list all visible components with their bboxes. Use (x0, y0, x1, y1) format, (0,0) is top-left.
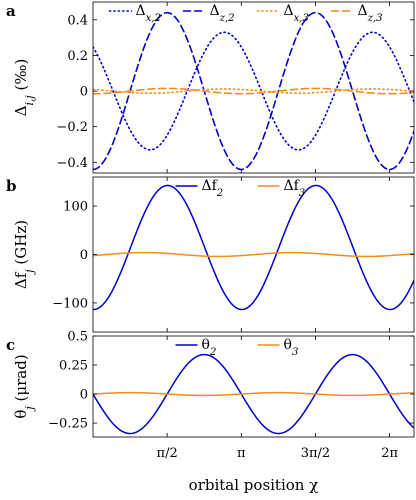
series-line-b-1 (93, 251, 414, 258)
y-tick-label-c-2: 0.25 (59, 359, 88, 374)
x-tick-label-1: π (237, 446, 246, 461)
legend-label-c-0: θ2 (202, 337, 217, 358)
series-line-a-1 (93, 11, 414, 171)
panel-c: −0.25 0 0.25 0.5 π/2 π 3π/2 2π cθj (μrad) orbital… (6, 330, 415, 494)
y-tick-label-a-1: −0.2 (56, 120, 88, 135)
panel-label-a: a (6, 2, 16, 20)
y-tick-label-b-2: 100 (63, 200, 88, 215)
y-tick-label-b-0: −100 (52, 296, 88, 311)
y-tick-label-a-0: −0.4 (56, 156, 88, 171)
y-axis-label-c: θj (μrad) (12, 354, 36, 418)
y-tick-label-c-0: −0.25 (48, 417, 88, 432)
y-tick-label-a-4: 0.4 (67, 13, 88, 28)
x-tick-label-2: 3π/2 (301, 446, 330, 461)
y-axis-label-b: Δfj (GHz) (12, 220, 36, 289)
y-tick-label-a-2: 0 (80, 85, 88, 100)
legend-a: Δx,2 Δz,2 Δx,3 Δz,3 (108, 3, 383, 24)
y-tick-label-a-3: 0.2 (67, 49, 88, 64)
legend-label-a-3: Δz,3 (358, 3, 383, 24)
legend-label-b-1: Δf3 (284, 178, 306, 199)
legend-label-b-0: Δf2 (202, 178, 224, 199)
series-line-c-0 (93, 353, 414, 435)
legend-label-a-2: Δx,3 (284, 3, 309, 24)
series-line-a-3 (93, 87, 414, 95)
panel-label-b: b (6, 177, 17, 195)
series-line-a-0 (93, 31, 414, 151)
x-tick-label-0: π/2 (157, 446, 178, 461)
panel-a: −0.4 −0.2 0 0.2 0.4 a Δi,j (‰) Δx,2 Δz,2 Δx,3 Δz,3 (6, 1, 415, 174)
y-tick-label-c-3: 0.5 (67, 330, 88, 345)
axes-frame-a (92, 1, 415, 174)
axes-frame-c (92, 335, 415, 438)
series-line-b-0 (93, 184, 414, 311)
panel-label-c: c (6, 336, 15, 354)
y-tick-label-c-1: 0 (80, 388, 88, 403)
legend-label-a-1: Δz,2 (210, 3, 235, 24)
series-line-c-1 (93, 391, 414, 397)
panel-b: −100 0 100 b Δfj (GHz) Δf2 Δf3 (6, 176, 415, 333)
x-axis-label: orbital position χ (189, 476, 319, 494)
legend-label-a-0: Δx,2 (136, 3, 161, 24)
x-tick-label-3: 2π (381, 446, 398, 461)
legend-b: Δf2 Δf3 (175, 178, 306, 199)
legend-c: θ2 θ3 (175, 337, 299, 358)
legend-label-c-1: θ3 (284, 337, 299, 358)
series-line-a-2 (93, 88, 414, 94)
y-tick-label-b-1: 0 (80, 248, 88, 263)
y-axis-label-a: Δi,j (‰) (12, 59, 36, 117)
